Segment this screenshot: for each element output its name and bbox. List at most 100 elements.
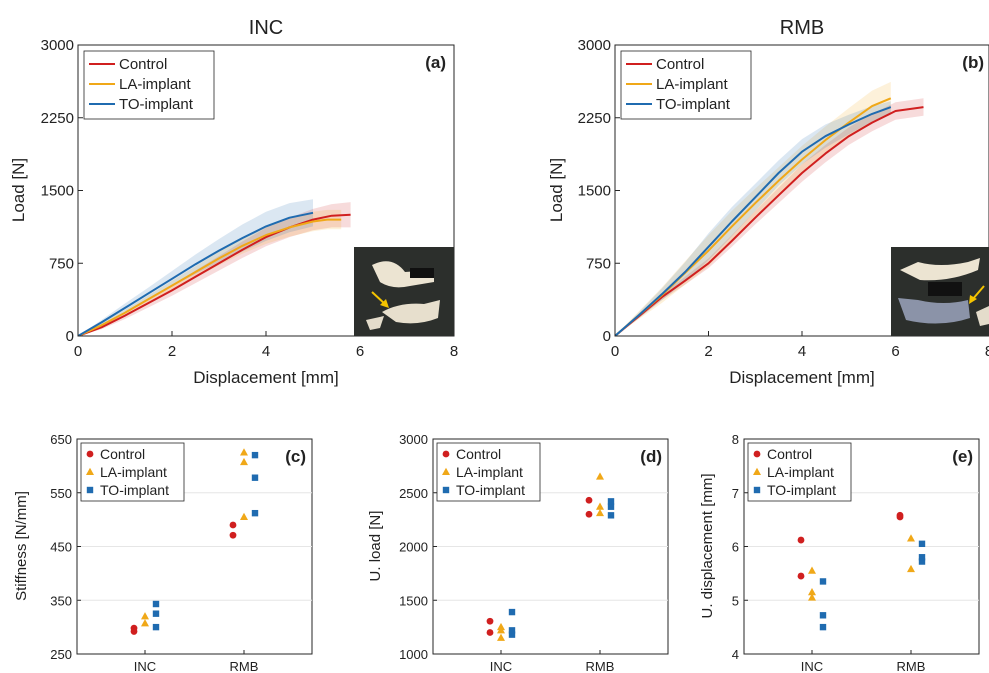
x-tick-label: 8	[450, 343, 458, 360]
x-tick-label-inc: INC	[134, 659, 156, 673]
y-tick-labels: 0 750 1500 2250 3000	[578, 37, 620, 345]
y-tick-label: 0	[603, 328, 611, 345]
data-point-control	[229, 531, 237, 539]
data-point-to-implant	[508, 627, 516, 634]
legend: Control LA-implant TO-implant	[620, 50, 752, 120]
data-point-la-implant	[497, 622, 505, 631]
x-tick-labels: INC RMB	[134, 650, 258, 673]
y-tick-label: 1500	[399, 593, 428, 608]
series-line-control	[78, 213, 351, 336]
data-point-la-implant	[240, 512, 248, 520]
arrow-head	[969, 295, 977, 304]
y-tick-label: 5	[732, 593, 739, 608]
data-point-to-implant	[819, 612, 827, 619]
band-control	[78, 202, 351, 336]
chart-title: RMB	[780, 17, 824, 39]
x-tick-label: 0	[74, 343, 82, 360]
legend-label-la-implant: LA-implant	[767, 464, 834, 480]
x-tick-label: 2	[704, 343, 712, 360]
y-tick-label: 4	[732, 647, 739, 662]
y-tick-label: 0	[66, 328, 74, 345]
x-tick-label: 0	[611, 343, 619, 360]
y-tick-label: 1000	[399, 647, 428, 662]
inset-photo	[354, 247, 454, 336]
series-lines	[615, 97, 924, 336]
y-tick-label: 8	[732, 432, 739, 447]
x-tick-label: 6	[891, 343, 899, 360]
x-tick-label: 4	[262, 343, 270, 360]
data-point-to-implant	[152, 610, 160, 617]
x-axis-label: Displacement [mm]	[729, 368, 874, 387]
data-point-la-implant	[240, 448, 248, 456]
data-point-la-implant	[240, 457, 248, 466]
legend-label-la-implant: LA-implant	[119, 76, 192, 93]
panel-label: (b)	[962, 53, 984, 72]
y-tick-label: 2250	[578, 110, 611, 127]
data-point-control	[896, 511, 904, 519]
legend-marker-control	[442, 450, 450, 458]
legend-items: Control LA-implant TO-implant	[86, 446, 169, 498]
data-point-la-implant	[141, 619, 149, 627]
y-axis-label: U. displacement [mm]	[699, 473, 716, 618]
x-axis-label: Displacement [mm]	[193, 368, 338, 387]
legend-label-to-implant: TO-implant	[767, 482, 836, 498]
data-point-la-implant	[596, 508, 604, 517]
y-tick-label: 750	[49, 255, 74, 272]
legend-marker-control	[86, 450, 94, 458]
chart-title: INC	[249, 17, 283, 39]
legend-label-control: Control	[119, 56, 167, 73]
y-tick-label: 2250	[41, 110, 74, 127]
y-axis-label: Stiffness [N/mm]	[13, 491, 30, 601]
data-point-control	[130, 624, 138, 632]
y-tick-label: 750	[586, 255, 611, 272]
series-line-to-implant	[78, 211, 314, 336]
y-tick-label: 350	[50, 593, 72, 608]
y-tick-label: 7	[732, 486, 739, 501]
data-point-la-implant	[808, 587, 816, 596]
y-tick-label: 6	[732, 540, 739, 555]
y-tick-labels: 1000 1500 2000 2500 3000	[399, 432, 437, 662]
band-to-implant	[78, 199, 313, 336]
legend-label-to-implant: TO-implant	[100, 482, 169, 498]
y-tick-labels: 4 5 6 7 8	[732, 432, 748, 662]
y-tick-labels: 0 750 1500 2250 3000	[41, 37, 83, 345]
y-tick-label: 450	[50, 540, 72, 555]
legend-items: Control LA-implant TO-implant	[89, 56, 194, 113]
panel-b-rmb-load-curve: RMB 0 750 1500 2250 3000 0 2 4 6 8 Displacement …	[547, 17, 989, 387]
data-point-to-implant	[152, 623, 160, 631]
panel-label: (e)	[952, 447, 973, 466]
mandible-upper-shape	[900, 258, 980, 281]
series-lines	[78, 211, 351, 336]
data-point-to-implant	[819, 578, 827, 585]
legend-label-to-implant: TO-implant	[119, 96, 194, 113]
data-point-to-implant	[251, 474, 259, 481]
data-point-to-implant	[918, 558, 926, 565]
data-points	[797, 511, 926, 631]
legend-label-la-implant: LA-implant	[656, 76, 729, 93]
legend-marker-la-implant	[86, 467, 94, 475]
data-point-la-implant	[907, 534, 915, 542]
legend-label-control: Control	[100, 446, 145, 462]
data-point-la-implant	[141, 612, 149, 620]
x-tick-label: 4	[798, 343, 806, 360]
data-point-la-implant	[596, 472, 604, 480]
data-point-to-implant	[607, 503, 615, 510]
legend-box	[436, 442, 541, 502]
legend: Control LA-implant TO-implant	[436, 442, 541, 502]
legend-label-control: Control	[656, 56, 704, 73]
data-point-control	[229, 521, 237, 529]
data-point-to-implant	[607, 512, 615, 519]
y-tick-label: 1500	[41, 183, 74, 200]
panel-a-inc-load-curve: INC 0 750 1500 2250 3000 0 2 4 6 8 Displacement …	[9, 17, 458, 387]
y-tick-label: 3000	[399, 432, 428, 447]
x-tick-label: 6	[356, 343, 364, 360]
x-tick-label: 8	[985, 343, 989, 360]
legend-label-la-implant: LA-implant	[100, 464, 167, 480]
data-points	[130, 448, 259, 635]
data-point-la-implant	[808, 593, 816, 601]
x-tick-labels: INC RMB	[801, 650, 925, 673]
legend: Control LA-implant TO-implant	[83, 50, 215, 120]
